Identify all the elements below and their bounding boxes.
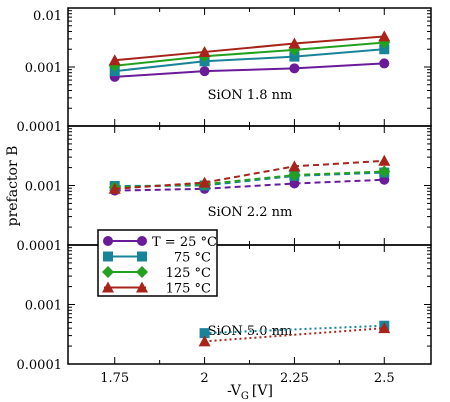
data-point — [288, 160, 301, 172]
y-tick-label: 0.01 — [33, 9, 62, 24]
data-point — [198, 176, 211, 188]
legend-marker — [137, 251, 147, 262]
panel-1: 0.01 0.001 0.0001 SiON 1.8 nm — [17, 7, 432, 135]
data-point — [108, 182, 121, 194]
data-point — [199, 66, 210, 77]
y-axis-title: prefactor B — [5, 146, 21, 227]
x-tick-label: 1.75 — [100, 371, 129, 386]
legend-marker — [137, 236, 147, 246]
panel-label: SiON 1.8 nm — [208, 88, 293, 103]
data-point — [379, 44, 390, 55]
legend-label: 75 °C — [174, 251, 211, 266]
legend-marker — [136, 266, 148, 278]
data-point — [289, 178, 300, 189]
x-axis-title-subscript: G — [241, 391, 249, 402]
data-point — [378, 165, 391, 178]
data-point — [288, 169, 301, 182]
data-point — [289, 51, 300, 62]
panels-layer: 0.01 0.001 0.0001 SiON 1.8 nm 0.001 0.0001 SiO… — [17, 7, 432, 386]
x-tick-label: 2.5 — [374, 371, 395, 386]
data-point — [198, 45, 211, 57]
legend-label: T = 25 °C — [152, 235, 217, 250]
data-point — [378, 154, 391, 166]
data-point — [379, 58, 390, 69]
legend-marker — [136, 281, 148, 293]
series-line — [114, 62, 385, 78]
panel-2: 0.001 0.0001 SiON 2.2 nm — [17, 125, 432, 254]
y-tick-label: 0.001 — [25, 299, 62, 314]
series-line — [114, 35, 385, 62]
series-line — [114, 159, 385, 190]
panel-label: SiON 2.2 nm — [208, 205, 293, 220]
legend-label: 175 °C — [166, 282, 211, 297]
y-tick-label: 0.001 — [25, 61, 62, 76]
y-tick-label: 0.0001 — [17, 358, 63, 373]
data-point — [288, 37, 301, 49]
data-point — [289, 63, 300, 74]
y-tick-label: 0.001 — [25, 180, 62, 195]
series-line — [204, 327, 385, 343]
data-point — [108, 54, 121, 66]
series-line — [114, 48, 385, 73]
series-line — [114, 178, 385, 192]
data-point — [199, 328, 210, 339]
y-tick-label: 0.0001 — [17, 239, 63, 254]
y-tick-label: 0.0001 — [17, 120, 63, 135]
x-axis-title: -VG [V] — [227, 383, 273, 402]
x-tick-label: 2.25 — [280, 371, 309, 386]
legend-marker — [102, 281, 114, 293]
data-point — [378, 322, 391, 334]
series-line — [114, 41, 385, 67]
data-point — [378, 30, 391, 42]
data-point — [198, 335, 211, 347]
legend-marker — [102, 266, 114, 278]
legend-marker — [103, 251, 113, 262]
panel-frame — [67, 7, 432, 127]
legend-marker — [103, 236, 113, 246]
legend-label: 125 °C — [166, 266, 211, 281]
x-tick-label: 2 — [200, 371, 208, 386]
